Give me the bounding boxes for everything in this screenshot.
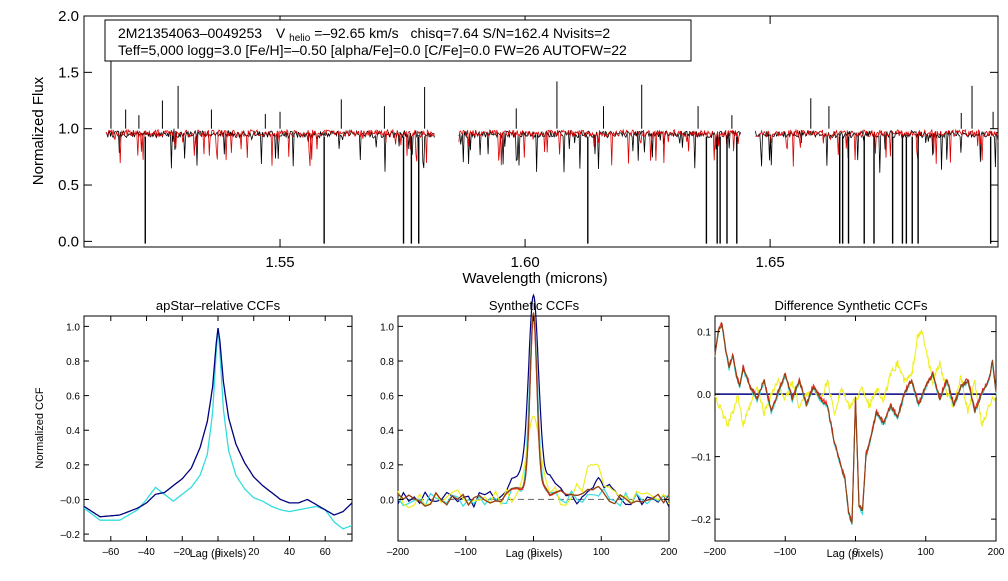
x-tick-label: 200 (988, 547, 1005, 558)
ccf-synthetic-xlabel: Lag (pixels) (506, 548, 563, 560)
y-tick-label: 0.2 (380, 461, 394, 472)
y-tick-label: 0.6 (66, 392, 80, 403)
info-rest: chisq=7.64 S/N=162.4 Nvisits=2 (411, 25, 611, 41)
y-tick-label: 0.8 (380, 357, 394, 368)
info-line-1: 2M21354063–0049253 V helio =–92.65 km/s … (118, 25, 610, 44)
y-tick-label: 0.1 (697, 328, 711, 339)
ccf-synthetic-axes: –200 –100 0 100 200 0.0 0.2 0.4 0.6 0.8 1.0 (380, 316, 678, 558)
x-tick-label: 1.65 (756, 254, 785, 271)
ccf-cyan-line (397, 315, 670, 508)
y-tick-label: –0.2 (61, 530, 81, 541)
model-spectrum-line (458, 128, 741, 166)
ccf-red-line (397, 317, 670, 507)
x-tick-label: 1.60 (510, 254, 539, 271)
y-tick-label: 0.2 (66, 461, 80, 472)
ccf-navy-line (397, 293, 670, 509)
info-v-prefix: V (276, 25, 286, 41)
ccf-apstar-series (83, 328, 353, 530)
observed-spectrum-line (755, 129, 999, 173)
y-tick-label: 0.4 (66, 426, 80, 437)
y-tick-label: 0.0 (58, 233, 79, 250)
y-tick-label: 0.0 (380, 495, 394, 506)
spectrum-ylabel: Normalized Flux (30, 76, 47, 185)
ccf-difference-series (714, 321, 997, 525)
y-tick-label: –0.2 (692, 515, 712, 526)
x-tick-label: 40 (284, 547, 296, 558)
ccf-difference-title: Difference Synthetic CCFs (775, 298, 928, 313)
info-box (104, 19, 692, 62)
y-tick-label: 1.0 (66, 322, 80, 333)
ccf-difference-xlabel: Lag (pixels) (827, 548, 884, 560)
info-star-id: 2M21354063–0049253 (118, 25, 262, 41)
y-tick-label: 0.4 (380, 426, 394, 437)
ccf-synthetic-panel: –200 –100 0 100 200 0.0 0.2 0.4 0.6 0.8 1.0 Synthe… (380, 293, 678, 560)
y-tick-label: 0.6 (380, 392, 394, 403)
x-tick-label: 0 (531, 547, 537, 558)
x-tick-label: 0 (215, 547, 221, 558)
x-tick-label: 60 (320, 547, 332, 558)
model-spectrum-line (105, 128, 435, 167)
diff-red-line (714, 321, 997, 524)
y-tick-label: –0.0 (61, 495, 81, 506)
x-tick-label: –100 (455, 547, 478, 558)
spectrum-panel: 1.55 1.60 1.65 0.0 0.5 1.0 1.5 2.0 Wavelength (… (30, 8, 999, 287)
x-tick-label: –40 (138, 547, 155, 558)
y-tick-label: 0.8 (66, 357, 80, 368)
y-tick-label: 2.0 (58, 8, 79, 25)
ccf-brown-line (397, 312, 670, 507)
x-tick-label: –60 (102, 547, 119, 558)
spectrum-axes: 1.55 1.60 1.65 0.0 0.5 1.0 1.5 2.0 (58, 8, 998, 271)
spectrum-xlabel: Wavelength (microns) (462, 270, 607, 287)
y-tick-label: 1.0 (380, 322, 394, 333)
x-tick-label: 0 (853, 547, 859, 558)
x-tick-label: 200 (661, 547, 678, 558)
spectrum-series (105, 38, 999, 244)
y-tick-label: 0.5 (58, 177, 79, 194)
diff-cyan-line (714, 323, 997, 525)
y-tick-label: 1.0 (58, 121, 79, 138)
ccf-difference-axes: –200 –100 0 100 200 –0.2 –0.1 0.0 0.1 (692, 316, 1005, 558)
ccf-apstar-ylabel: Normalized CCF (34, 387, 46, 469)
ccf-synthetic-series (397, 293, 670, 509)
ccf-yellow-line (397, 415, 670, 509)
ccf-cyan-line (83, 328, 353, 530)
y-tick-label: –0.1 (692, 453, 712, 464)
ccf-apstar-axes: –60 –40 –20 0 20 40 60 –0.2 –0.0 0.2 0.4 0.6 0.8 1.0 (61, 316, 352, 558)
x-tick-label: –200 (704, 547, 727, 558)
x-tick-label: –100 (774, 547, 797, 558)
x-tick-label: 20 (248, 547, 260, 558)
x-tick-label: 100 (917, 547, 934, 558)
ccf-difference-panel: –200 –100 0 100 200 –0.2 –0.1 0.0 0.1 Difference… (692, 298, 1005, 560)
ccf-apstar-xlabel: Lag (pixels) (190, 548, 247, 560)
x-tick-label: –200 (387, 547, 410, 558)
info-v-value: =–92.65 km/s (314, 25, 398, 41)
x-tick-label: –20 (174, 547, 191, 558)
ccf-apstar-panel: –60 –40 –20 0 20 40 60–0.2–0.00.20.40.60.81.0 … (34, 298, 353, 560)
y-tick-label: 1.5 (58, 64, 79, 81)
ccf-navy-line (83, 328, 353, 518)
spectrum-frame (83, 15, 999, 248)
x-tick-label: 1.55 (265, 254, 294, 271)
info-v-sub: helio (289, 33, 311, 44)
ccf-difference-frame (714, 315, 997, 542)
ccf-synthetic-title: Synthetic CCFs (489, 298, 580, 313)
x-tick-label: 100 (593, 547, 610, 558)
model-spectrum-line (755, 128, 999, 167)
y-tick-label: 0.0 (697, 390, 711, 401)
ccf-apstar-title: apStar–relative CCFs (156, 298, 281, 313)
ccf-synthetic-frame (397, 315, 670, 542)
diff-brown-line (714, 323, 997, 524)
info-line-2: Teff=5,000 logg=3.0 [Fe/H]=–0.50 [alpha/… (118, 42, 627, 58)
